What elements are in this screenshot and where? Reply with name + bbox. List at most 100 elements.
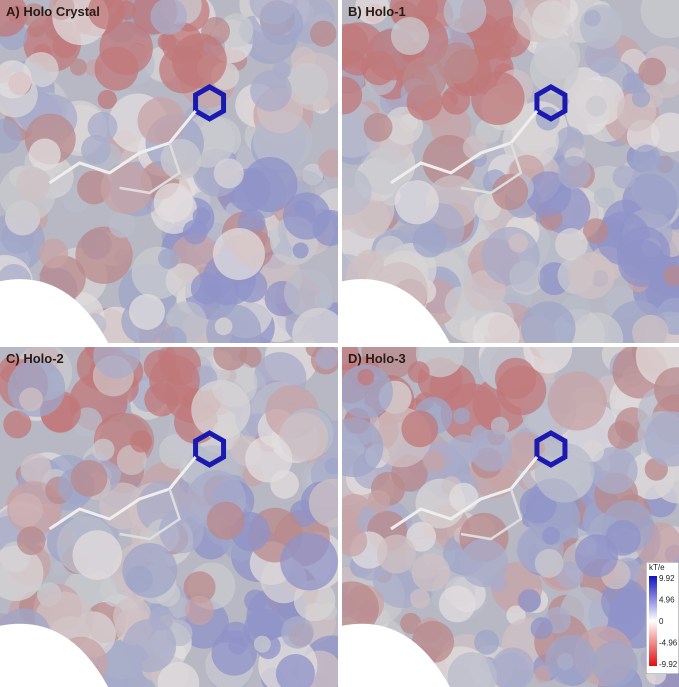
surface-atom: [497, 365, 547, 415]
surface-atom: [17, 526, 46, 555]
surface-atom: [471, 71, 525, 125]
scale-bar: [649, 576, 657, 666]
surface-atom: [613, 166, 636, 189]
scale-tick-label: 4.96: [659, 596, 675, 605]
surface-atom: [213, 228, 265, 280]
surface-atom: [358, 369, 375, 386]
surface-atom: [439, 586, 476, 623]
surface-atom: [575, 534, 618, 577]
surface-atom: [207, 502, 245, 540]
surface-atom: [592, 641, 638, 687]
surface-atom: [214, 158, 244, 188]
surface-atom: [193, 207, 211, 225]
surface-atom: [608, 421, 636, 449]
surface-atom: [92, 439, 114, 461]
panel-label: A) Holo Crystal: [6, 4, 100, 19]
surface-atom: [364, 113, 393, 142]
surface-atom: [122, 543, 177, 598]
surface-atom: [154, 183, 194, 223]
surface-atom: [215, 318, 233, 336]
scale-tick-label: 0: [659, 617, 664, 626]
surface-atom: [531, 617, 553, 639]
surface-atom: [489, 575, 506, 592]
surface-atom: [71, 460, 108, 497]
surface-atom: [618, 239, 665, 286]
surface-atom: [495, 44, 512, 61]
surface-atom: [453, 408, 470, 425]
surface-atom: [362, 51, 396, 85]
surface-atom: [470, 430, 512, 472]
surface-atom: [545, 635, 596, 686]
surface-atom: [586, 96, 607, 117]
surface-atom: [395, 180, 439, 224]
surface-atom: [638, 58, 666, 86]
panel-label: C) Holo-2: [6, 351, 64, 366]
surface-atom: [280, 533, 338, 591]
surface-atom: [315, 347, 338, 369]
surface-atom: [408, 361, 430, 383]
surface-atom: [172, 33, 227, 88]
surface-atom: [532, 0, 571, 39]
surface-atom: [245, 435, 292, 482]
surface-atom: [632, 89, 650, 107]
surface-atom: [367, 490, 390, 513]
surface-atom: [281, 616, 314, 649]
surface-atom: [401, 410, 438, 447]
surface-atom: [518, 589, 541, 612]
surface-atom: [158, 248, 179, 269]
surface-atom: [254, 636, 271, 653]
surface-atom: [584, 10, 601, 27]
surface-atom: [123, 619, 176, 672]
scale-tick-label: -9.92: [659, 660, 678, 669]
surface-atom: [413, 223, 447, 257]
surface-atom: [16, 167, 50, 201]
scale-unit: kT/e: [649, 563, 665, 572]
surface-atom: [412, 553, 450, 591]
surface-atom: [242, 157, 297, 212]
surface-atom: [191, 273, 223, 305]
surface-atom: [149, 355, 200, 406]
surface-atom: [81, 135, 111, 165]
surface-atom: [542, 527, 560, 545]
surface-atom: [310, 21, 336, 47]
panel-b: B) Holo-1: [342, 0, 679, 343]
surface-atom: [548, 371, 607, 430]
surface-atom: [558, 156, 591, 189]
surface-atom: [19, 387, 43, 411]
scale-tick-label: 9.92: [659, 574, 675, 583]
surface-atom: [474, 630, 499, 655]
surface-atom: [377, 535, 416, 574]
surface-atom: [185, 596, 214, 625]
surface-atom: [423, 450, 445, 472]
surface-atom: [403, 57, 447, 101]
panel-a: A) Holo Crystal: [0, 0, 338, 343]
surface-atom: [534, 33, 581, 80]
surface-atom: [594, 187, 615, 208]
surface-atom: [29, 138, 61, 170]
surface-atom: [73, 530, 123, 580]
surface-atom: [535, 549, 564, 578]
panel-label: B) Holo-1: [348, 4, 406, 19]
surface-atom: [509, 233, 528, 252]
surface-atom: [391, 17, 429, 55]
surface-atom: [410, 589, 430, 609]
panel-c: C) Holo-2: [0, 347, 338, 687]
panel-d: D) Holo-3: [342, 347, 679, 687]
surface-atom: [244, 590, 266, 612]
surface-atom: [137, 97, 185, 145]
surface-atom: [293, 242, 309, 258]
figure: A) Holo Crystal B) Holo-1 C) Holo-2 D) H…: [0, 0, 679, 687]
surface-atom: [449, 483, 478, 512]
scale-tick-label: -4.96: [659, 639, 678, 648]
surface-atom: [250, 70, 292, 112]
surface-atom: [20, 454, 51, 485]
surface-atom: [130, 430, 152, 452]
surface-atom: [70, 59, 87, 76]
surface-atom: [509, 261, 540, 292]
surface-atom: [568, 252, 615, 299]
surface-atom: [38, 239, 68, 269]
color-scale: kT/e 9.92 4.96 0 -4.96 -9.92: [646, 562, 679, 674]
surface-atom: [129, 294, 165, 330]
panel-label: D) Holo-3: [348, 351, 406, 366]
surface-atom: [228, 637, 246, 655]
